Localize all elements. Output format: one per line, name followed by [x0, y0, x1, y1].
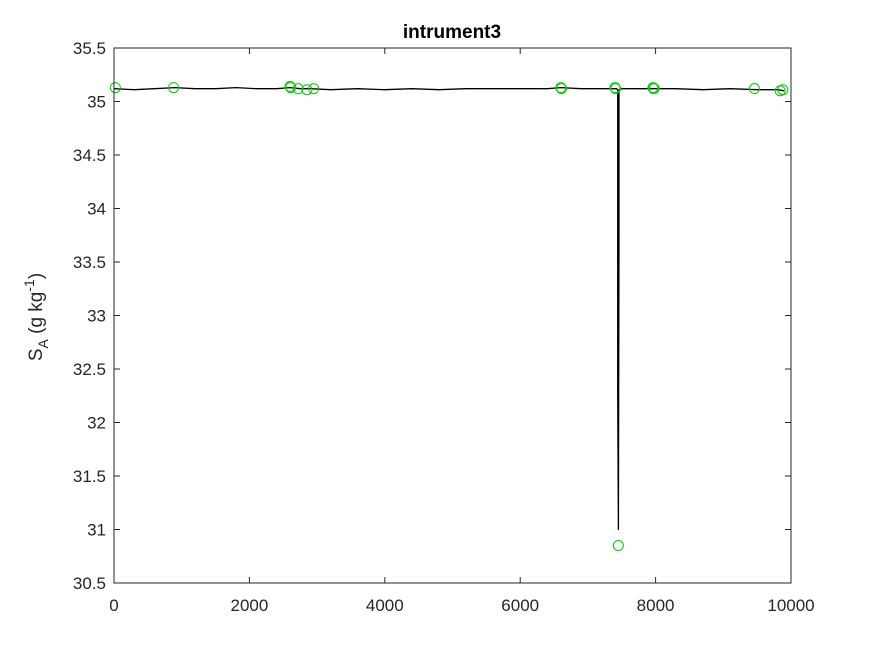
- x-tick-label: 6000: [501, 596, 539, 615]
- data-point-marker: [284, 81, 296, 93]
- y-tick-label: 32.5: [73, 360, 106, 379]
- data-series-line: [113, 86, 785, 531]
- axes-background: [114, 48, 791, 583]
- y-tick-label: 33: [87, 307, 106, 326]
- data-point-marker: [648, 83, 660, 95]
- y-tick-label: 34: [87, 200, 106, 219]
- y-axis-label-unit-exponent: -1: [21, 279, 37, 292]
- y-tick-label: 30.5: [73, 574, 106, 593]
- chart-title: intrument3: [403, 22, 501, 43]
- data-point-marker: [612, 540, 624, 552]
- data-point-marker: [647, 82, 659, 94]
- x-tick-label: 10000: [767, 596, 814, 615]
- data-point-marker: [610, 83, 622, 95]
- y-axis-label-base: S: [26, 348, 47, 361]
- data-point-marker: [609, 82, 621, 94]
- y-tick-label: 31: [87, 521, 106, 540]
- y-axis-ticks: 30.5 31 31.5 32 32.5 33 33.5 34 34.5 35 35.5: [73, 39, 791, 593]
- y-tick-label: 35.5: [73, 39, 106, 58]
- y-tick-label: 31.5: [73, 467, 106, 486]
- y-tick-label: 32: [87, 414, 106, 433]
- data-point-marker: [748, 83, 760, 95]
- x-tick-label: 8000: [637, 596, 675, 615]
- y-tick-label: 34.5: [73, 146, 106, 165]
- data-point-marker: [777, 84, 789, 96]
- series-layer: [113, 86, 785, 531]
- data-point-marker: [555, 82, 567, 94]
- data-point-marker: [555, 83, 567, 95]
- y-axis-label-unit-suffix: ): [26, 273, 47, 279]
- y-tick-label: 35: [87, 93, 106, 112]
- data-point-marker: [168, 82, 180, 94]
- data-point-marker: [285, 82, 297, 94]
- y-axis-label-subscript: A: [35, 338, 51, 348]
- x-tick-label: 0: [109, 596, 118, 615]
- y-axis-label-unit-prefix: (g kg: [26, 292, 47, 340]
- data-point-marker: [109, 82, 121, 94]
- y-tick-label: 33.5: [73, 253, 106, 272]
- y-axis-label: SA (g kg-1): [21, 273, 51, 361]
- marker-layer: [109, 81, 789, 552]
- data-point-marker: [301, 84, 313, 96]
- data-point-marker: [292, 83, 304, 95]
- data-point-marker: [308, 83, 320, 95]
- plot-area: 0 2000 4000 6000 8000 10000 30.53131.53232.53…: [73, 39, 815, 615]
- x-axis-ticks: 0 2000 4000 6000 8000 10000: [109, 48, 815, 615]
- x-tick-label: 4000: [366, 596, 404, 615]
- x-tick-label: 2000: [230, 596, 268, 615]
